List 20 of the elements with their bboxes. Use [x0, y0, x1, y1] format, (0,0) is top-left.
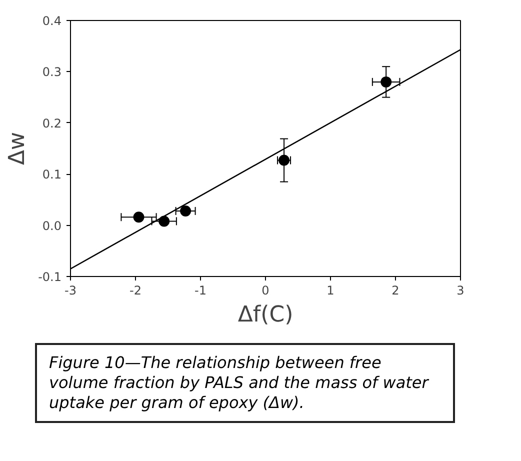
y-tick-label: 0.0	[42, 218, 62, 233]
point	[133, 212, 144, 223]
y-tick-label: 0.3	[42, 65, 62, 80]
x-tick-label: -2	[130, 284, 142, 298]
caption: Figure 10—The relationship between free volume fraction by PALS and the mass of water uptake per gram of epoxy (Δw).	[49, 353, 430, 413]
x-tick-label: 2	[392, 284, 400, 298]
x-tick-label: 0	[262, 284, 270, 298]
x-tick-label: 1	[326, 284, 334, 298]
x-tick-label: -3	[64, 284, 76, 298]
y-tick-label: 0.2	[42, 116, 62, 130]
x-axis-title: Δf(C)	[238, 302, 294, 328]
point	[380, 76, 392, 88]
y-tick-label: 0.4	[42, 14, 62, 28]
x-tick-label: -1	[194, 284, 206, 298]
point	[180, 205, 192, 216]
x-tick-label: 3	[456, 284, 464, 298]
y-tick-label: 0.1	[42, 168, 62, 182]
y-tick-label: -0.1	[38, 270, 62, 284]
point	[158, 216, 170, 227]
y-axis-title: Δw	[5, 132, 30, 166]
